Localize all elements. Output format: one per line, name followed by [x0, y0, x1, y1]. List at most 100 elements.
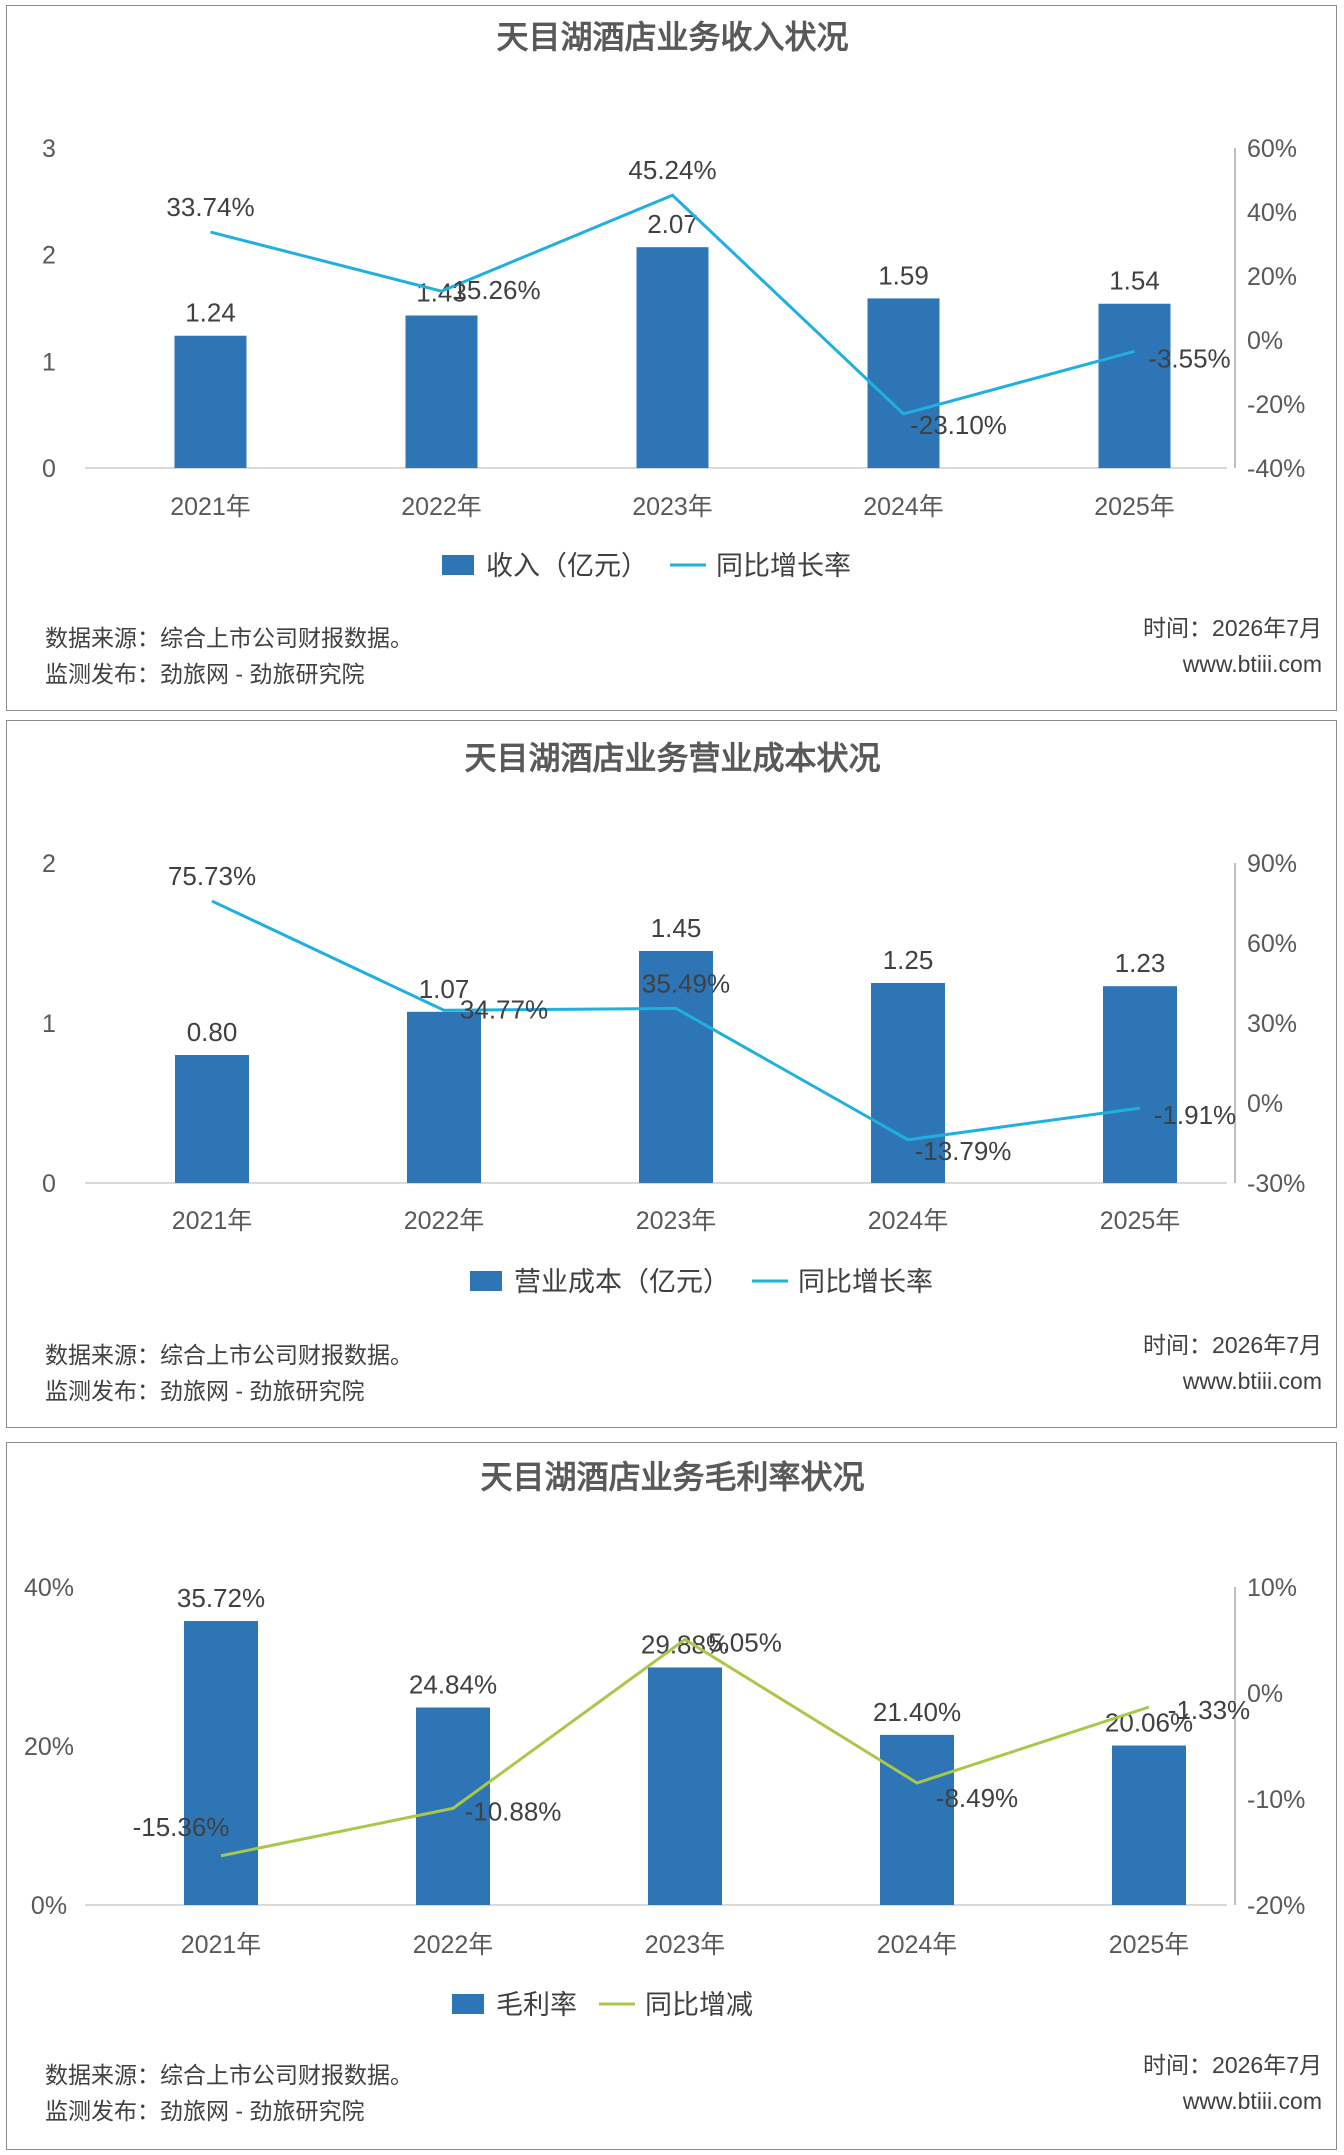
bar-value-label: 1.24 [185, 298, 236, 328]
left-axis-tick-label: 1 [42, 348, 56, 376]
footer-source-block: 数据来源：综合上市公司财报数据。 监测发布：劲旅网 - 劲旅研究院 [45, 620, 413, 692]
footer-time-block: 时间：2026年7月 www.btiii.com [1143, 1327, 1322, 1399]
line-value-label: -13.79% [915, 1136, 1012, 1166]
right-axis-tick-label: 60% [1247, 135, 1297, 163]
category-label: 2022年 [413, 1931, 494, 1959]
legend-bar-swatch [470, 1271, 502, 1291]
left-axis-tick-label: 1 [42, 1010, 56, 1038]
legend-bar-label: 营业成本（亿元） [514, 1267, 730, 1297]
footer-publisher: 监测发布：劲旅网 - 劲旅研究院 [45, 2098, 365, 2124]
footer-site: www.btiii.com [1182, 651, 1322, 677]
line-value-label: 5.05% [708, 1627, 782, 1657]
category-label: 2021年 [170, 493, 251, 521]
footer-time-block: 时间：2026年7月 www.btiii.com [1143, 610, 1322, 682]
left-axis-tick-label: 40% [24, 1574, 74, 1602]
bar-value-label: 24.84% [409, 1670, 497, 1700]
line-value-label: -10.88% [465, 1796, 562, 1826]
line-value-label: 34.77% [460, 994, 548, 1024]
legend-bar-swatch [442, 555, 474, 575]
growth-line [220, 1637, 1150, 1858]
bar-value-label: 1.54 [1109, 266, 1160, 296]
bar [175, 1055, 249, 1183]
line-value-label: 15.26% [452, 275, 540, 305]
right-axis-tick-label: -30% [1247, 1170, 1305, 1198]
bar [639, 951, 713, 1183]
cost-chart: 天目湖酒店业务营业成本状况 0 1 2 -30% 0% 30% 60% 90% 0.80 1.07 1… [42, 740, 1305, 1297]
bar-value-label: 1.23 [1115, 948, 1166, 978]
legend: 营业成本（亿元） 同比增长率 [470, 1267, 933, 1297]
line-value-label: -1.33% [1168, 1695, 1250, 1725]
left-axis-tick-label: 0% [31, 1892, 67, 1920]
line-value-label: 33.74% [166, 192, 254, 222]
footer-source: 数据来源：综合上市公司财报数据。 [45, 1342, 413, 1368]
line-value-label: -8.49% [936, 1783, 1018, 1813]
right-axis-tick-label: 30% [1247, 1010, 1297, 1038]
category-label: 2023年 [636, 1207, 717, 1235]
legend-line-label: 同比增长率 [798, 1267, 933, 1297]
category-label: 2021年 [172, 1207, 253, 1235]
bar [184, 1621, 258, 1905]
right-axis-tick-label: 10% [1247, 1574, 1297, 1602]
bar-value-label: 0.80 [187, 1017, 238, 1047]
bar [636, 247, 709, 468]
line-value-label: 45.24% [628, 155, 716, 185]
right-axis-tick-label: 0% [1247, 1090, 1283, 1118]
line-value-label: -3.55% [1148, 343, 1230, 373]
right-axis-tick-label: 90% [1247, 850, 1297, 878]
chart-title: 天目湖酒店业务毛利率状况 [480, 1459, 864, 1495]
bar [416, 1707, 490, 1905]
right-axis-tick-label: 20% [1247, 263, 1297, 291]
footer-source-block: 数据来源：综合上市公司财报数据。 监测发布：劲旅网 - 劲旅研究院 [45, 1337, 413, 1409]
bar-value-label: 1.25 [883, 945, 934, 975]
legend-line-label: 同比增长率 [716, 551, 851, 581]
bar-value-label: 1.07 [419, 974, 470, 1004]
right-axis-tick-label: 40% [1247, 199, 1297, 227]
line-value-label: 35.49% [642, 968, 730, 998]
line-value-label: -1.91% [1154, 1100, 1236, 1130]
footer-source-block: 数据来源：综合上市公司财报数据。 监测发布：劲旅网 - 劲旅研究院 [45, 2057, 413, 2129]
legend: 收入（亿元） 同比增长率 [442, 551, 851, 581]
footer-publisher: 监测发布：劲旅网 - 劲旅研究院 [45, 661, 365, 687]
footer-time: 时间：2026年7月 [1143, 615, 1322, 641]
bar [405, 315, 478, 468]
left-axis-tick-label: 2 [42, 850, 56, 878]
line-value-label: -15.36% [133, 1812, 230, 1842]
footer-time: 时间：2026年7月 [1143, 1332, 1322, 1358]
bar-value-label: 1.59 [878, 260, 929, 290]
bar [1103, 986, 1177, 1183]
category-label: 2021年 [181, 1931, 262, 1959]
revenue-chart: 天目湖酒店业务收入状况 0 1 2 3 -40% -20% 0% 20% 40% 60% 1.24 1.… [42, 19, 1305, 581]
cost-chart-panel: 天目湖酒店业务营业成本状况 0 1 2 -30% 0% 30% 60% 90% 0.80 1.07 1… [6, 720, 1337, 1428]
footer-time: 时间：2026年7月 [1143, 2052, 1322, 2078]
right-axis-tick-label: 60% [1247, 930, 1297, 958]
legend: 毛利率 同比增减 [452, 1990, 753, 2020]
bar-value-label: 20.06% [1105, 1708, 1193, 1738]
bar [1112, 1745, 1186, 1905]
footer-site: www.btiii.com [1182, 1368, 1322, 1394]
category-label: 2023年 [645, 1931, 726, 1959]
chart-title: 天目湖酒店业务收入状况 [496, 19, 848, 55]
bar [871, 983, 945, 1183]
bar-value-label: 35.72% [177, 1583, 265, 1613]
gross-margin-chart: 天目湖酒店业务毛利率状况 0% 20% 40% -20% -10% 0% 10% 35.72% 2… [24, 1459, 1305, 2020]
left-axis-tick-label: 0 [42, 455, 56, 483]
revenue-chart-panel: 天目湖酒店业务收入状况 0 1 2 3 -40% -20% 0% 20% 40% 60% 1.24 1.… [6, 5, 1337, 711]
bar-value-label: 2.07 [647, 209, 698, 239]
chart-title: 天目湖酒店业务营业成本状况 [464, 740, 880, 776]
gross-margin-chart-panel: 天目湖酒店业务毛利率状况 0% 20% 40% -20% -10% 0% 10% 35.72% 2… [6, 1442, 1337, 2150]
category-label: 2024年 [877, 1931, 958, 1959]
legend-bar-label: 收入（亿元） [486, 551, 648, 581]
category-label: 2024年 [863, 493, 944, 521]
left-axis-tick-label: 0 [42, 1170, 56, 1198]
bar [1098, 303, 1171, 468]
left-axis-tick-label: 2 [42, 242, 56, 270]
growth-line [211, 899, 1141, 1142]
category-label: 2025年 [1100, 1207, 1181, 1235]
bar [880, 1734, 954, 1905]
bar [648, 1667, 722, 1905]
category-label: 2023年 [632, 493, 713, 521]
bar-value-label: 1.45 [651, 913, 702, 943]
left-axis-tick-label: 20% [24, 1733, 74, 1761]
footer-publisher: 监测发布：劲旅网 - 劲旅研究院 [45, 1378, 365, 1404]
right-axis-tick-label: 0% [1247, 327, 1283, 355]
